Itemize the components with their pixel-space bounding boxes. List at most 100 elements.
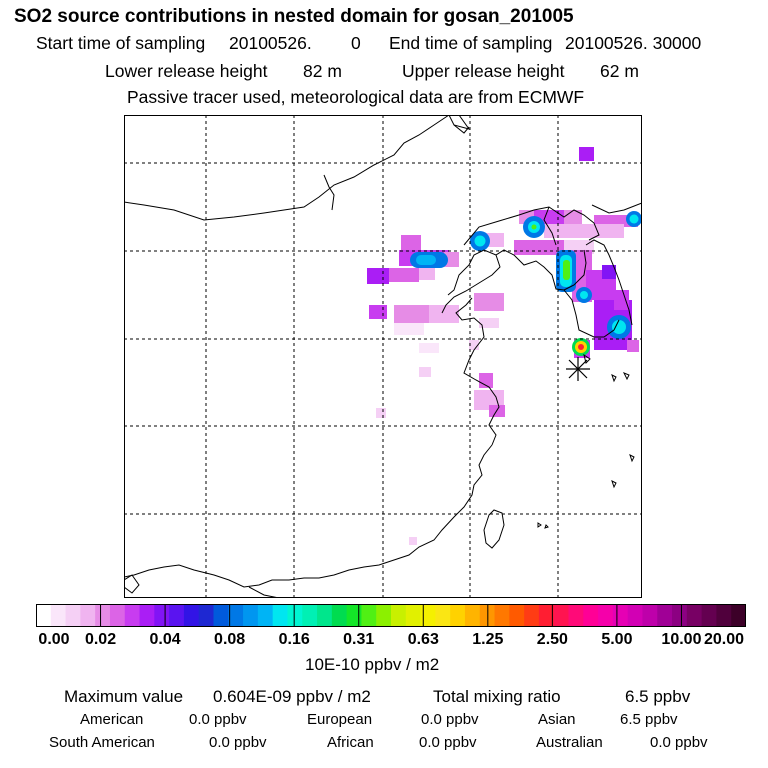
plume-hotspot xyxy=(612,320,626,334)
region-name: American xyxy=(80,711,144,728)
colorbar-swatch xyxy=(272,604,289,627)
region-value: 0.0 ppbv xyxy=(189,711,247,728)
total-mixing-value: 6.5 ppbv xyxy=(625,687,691,706)
plume-patch xyxy=(367,268,389,284)
border-line xyxy=(448,115,471,130)
colorbar-swatch xyxy=(701,604,718,627)
border-line xyxy=(463,206,600,246)
colorbar-swatch xyxy=(405,604,422,627)
border-line xyxy=(124,115,450,221)
max-value: 0.604E-09 ppbv / m2 xyxy=(213,687,371,706)
plume-patch xyxy=(429,305,459,323)
coast-line xyxy=(441,249,565,314)
total-mixing-label: Total mixing ratio xyxy=(433,687,561,706)
colorbar-swatch xyxy=(317,604,333,627)
upper-height-label: Upper release height xyxy=(402,61,565,81)
colorbar-swatch xyxy=(731,604,747,627)
colorbar-swatch xyxy=(80,604,96,627)
colorbar-swatch xyxy=(568,604,584,627)
plume-patch xyxy=(394,305,429,323)
colorbar-tick-label: 0.04 xyxy=(149,631,181,648)
colorbar-swatch xyxy=(50,604,67,627)
colorbar-unit: 10E-10 ppbv / m2 xyxy=(305,655,440,674)
colorbar-tick-label: 0.00 xyxy=(38,631,70,648)
coastlines xyxy=(124,115,642,598)
plume-patch xyxy=(514,240,564,255)
colorbar-swatch xyxy=(228,604,244,627)
coast-line xyxy=(447,249,497,296)
plume-patch xyxy=(419,343,439,353)
plume-patch xyxy=(401,235,421,250)
region-value: 0.0 ppbv xyxy=(421,711,479,728)
colorbar-tick-label: 2.50 xyxy=(536,631,568,648)
end-time-value: 20100526. 30000 xyxy=(565,33,702,53)
colorbar-swatch xyxy=(598,604,614,627)
colorbar-swatch xyxy=(154,604,170,627)
coast-line xyxy=(585,239,633,326)
plume-patch xyxy=(419,268,435,280)
lower-height-label: Lower release height xyxy=(105,61,268,81)
colorbar-swatch xyxy=(716,604,732,627)
colorbar-swatch xyxy=(183,604,200,627)
upper-height-value: 62 m xyxy=(600,61,639,81)
border-line xyxy=(323,174,335,211)
tracer-note: Passive tracer used, meteorological data… xyxy=(127,87,585,107)
plume-patch xyxy=(479,373,493,388)
island-coast xyxy=(583,353,591,364)
colorbar-tick-label: 1.25 xyxy=(472,631,504,648)
colorbar-swatch xyxy=(435,604,451,627)
island-coast xyxy=(537,454,635,529)
colorbar-swatch xyxy=(109,604,126,627)
plume-hotspot xyxy=(580,291,588,299)
plume-hotspot xyxy=(416,255,436,265)
border-line xyxy=(543,206,557,246)
colorbar-swatch xyxy=(376,604,392,627)
colorbar-tick-label: 10.00 xyxy=(661,631,702,648)
colorbar-swatch xyxy=(524,604,540,627)
colorbar-tick-label: 0.63 xyxy=(407,631,439,648)
colorbar-swatch xyxy=(420,604,436,627)
plume-hotspot xyxy=(578,344,584,350)
island-coast xyxy=(611,372,630,383)
colorbar-tick-label: 0.31 xyxy=(343,631,375,648)
colorbar-swatch xyxy=(257,604,274,627)
plume-patch xyxy=(544,224,624,238)
colorbar-svg xyxy=(36,604,747,627)
colorbar xyxy=(36,604,747,627)
colorbar-swatch xyxy=(642,604,658,627)
plume-hotspot xyxy=(474,235,486,247)
colorbar-swatch xyxy=(686,604,703,627)
start-time-label: Start time of sampling xyxy=(36,33,206,53)
region-name: European xyxy=(307,711,373,728)
colorbar-swatch xyxy=(391,604,407,627)
colorbar-swatch xyxy=(302,604,318,627)
colorbar-swatch xyxy=(361,604,377,627)
plume-patch xyxy=(394,323,424,335)
colorbar-tick-label: 0.02 xyxy=(84,631,117,648)
border-line xyxy=(453,124,470,134)
plume-hotspot xyxy=(563,260,570,280)
plume-patch xyxy=(602,265,616,279)
plume-patch xyxy=(479,318,499,328)
colorbar-swatch xyxy=(583,604,599,627)
colorbar-swatch xyxy=(243,604,259,627)
colorbar-swatch xyxy=(36,604,52,627)
plume-patch xyxy=(614,290,629,310)
region-value: 6.5 ppbv xyxy=(620,711,678,728)
colorbar-swatch xyxy=(612,604,629,627)
coast-line xyxy=(563,249,587,291)
colorbar-tick-label: 0.08 xyxy=(214,631,246,648)
map-border xyxy=(124,115,642,598)
colorbar-swatch xyxy=(672,604,688,627)
lower-height-value: 82 m xyxy=(303,61,342,81)
region-name: Australian xyxy=(536,734,603,751)
colorbar-border xyxy=(36,604,746,627)
end-time-label: End time of sampling xyxy=(389,33,553,53)
colorbar-swatch xyxy=(346,604,363,627)
region-value: 0.0 ppbv xyxy=(209,734,267,751)
plume-patch xyxy=(369,305,387,319)
colorbar-swatch xyxy=(213,604,229,627)
colorbar-swatch xyxy=(65,604,81,627)
coast-line xyxy=(563,289,620,338)
region-name: South American xyxy=(49,734,155,751)
